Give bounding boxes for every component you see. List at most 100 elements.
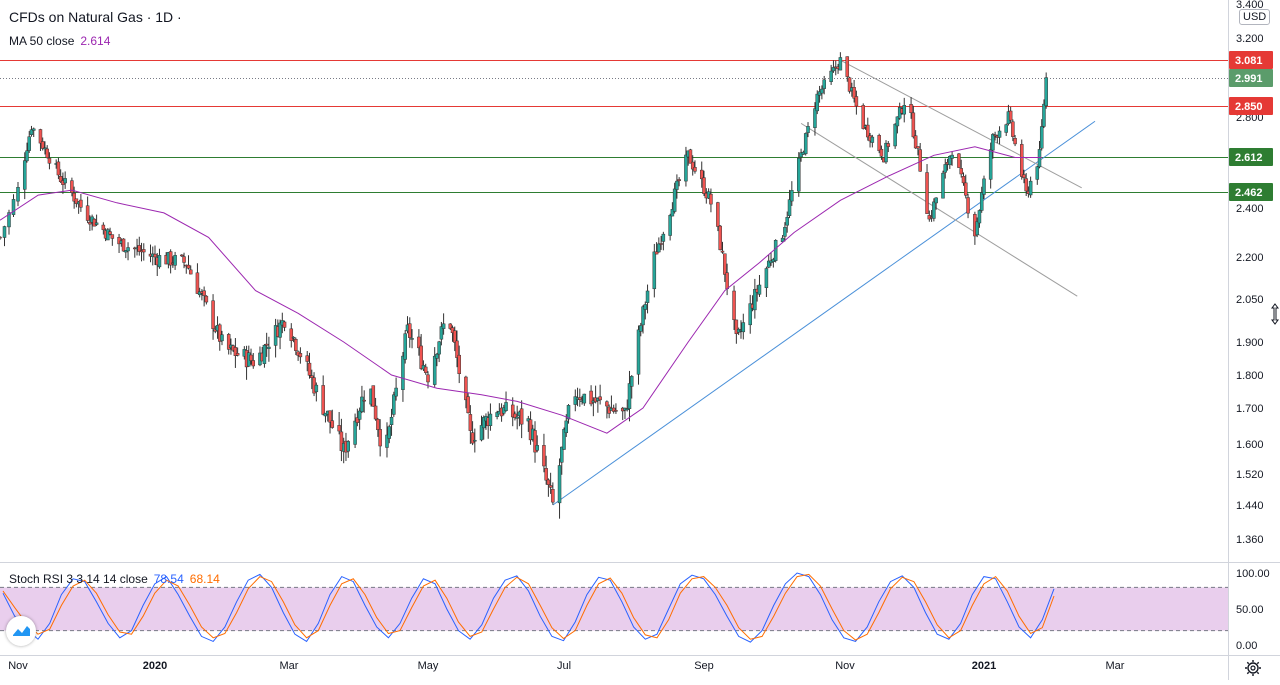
candle-body	[180, 254, 184, 257]
candle-30	[101, 222, 106, 235]
candle-329	[1044, 72, 1048, 109]
candle-body	[916, 146, 920, 149]
candle-body	[764, 268, 769, 288]
candle-63	[202, 286, 206, 307]
candle-body	[25, 150, 29, 162]
price-label-box	[1229, 97, 1273, 115]
gear-icon[interactable]	[1244, 659, 1262, 677]
candle-244	[773, 239, 778, 263]
candle-body	[773, 240, 778, 261]
candle-body	[797, 157, 801, 192]
candle-body	[439, 326, 444, 340]
candle-body	[693, 167, 697, 172]
candle-142	[453, 326, 457, 352]
candle-92	[294, 337, 298, 356]
candle-body	[360, 396, 364, 412]
candle-body	[426, 374, 430, 383]
trendline-channel-lower	[800, 122, 1078, 297]
candle-250	[797, 152, 801, 197]
candle-170	[542, 433, 546, 473]
candle-body	[551, 489, 555, 503]
candle-body	[909, 104, 913, 114]
candle-5	[22, 152, 27, 200]
candle-body	[47, 157, 52, 164]
candle-body	[959, 168, 963, 175]
candle-body	[902, 105, 906, 115]
candle-body	[560, 446, 564, 463]
candle-body	[63, 178, 67, 184]
candle-206	[654, 242, 659, 255]
candle-body	[629, 376, 634, 387]
candle-body	[627, 383, 632, 409]
candle-body	[820, 88, 824, 94]
candle-109	[346, 440, 350, 458]
candle-body	[504, 402, 508, 411]
price-tick-label: 3.200	[1236, 33, 1264, 45]
candle-body	[204, 295, 209, 303]
candles-group	[0, 52, 1048, 519]
candle-179	[566, 404, 571, 424]
candle-140	[448, 323, 453, 330]
candle-body	[385, 434, 389, 448]
tradingview-logo-icon[interactable]	[6, 616, 36, 646]
candle-168	[533, 421, 537, 463]
candle-body	[310, 375, 314, 378]
candle-body	[852, 87, 856, 99]
candle-143	[455, 330, 459, 368]
candle-body	[636, 329, 641, 375]
candle-68	[218, 323, 222, 351]
chart-title[interactable]: CFDs on Natural Gas · 1D ·	[9, 9, 182, 25]
candle-body	[718, 225, 722, 251]
candle-body	[787, 199, 792, 216]
candle-202	[641, 305, 645, 334]
candle-60	[195, 263, 200, 294]
candle-280	[893, 123, 897, 149]
candle-185	[589, 385, 593, 407]
candle-body	[817, 91, 822, 96]
candle-148	[470, 421, 475, 446]
stoch-d-value: 68.14	[189, 572, 220, 586]
candle-body	[785, 217, 789, 226]
candle-body	[186, 264, 191, 269]
candle-body	[22, 160, 27, 190]
candle-173	[548, 472, 553, 494]
candle-228	[723, 253, 727, 283]
candle-123	[392, 391, 396, 417]
candle-body	[291, 336, 296, 339]
candle-59	[188, 265, 193, 275]
candle-16	[56, 157, 61, 180]
stoch-rsi-tick-label: 0.00	[1236, 640, 1257, 652]
price-tick-label: 1.900	[1236, 337, 1264, 349]
candle-body	[589, 390, 593, 405]
candle-309	[982, 175, 986, 199]
stoch-rsi-legend[interactable]: Stoch RSI 3 3 14 14 close 78.54 68.14	[9, 572, 220, 586]
candle-body	[157, 255, 162, 268]
candle-201	[639, 322, 643, 337]
candle-26	[88, 215, 92, 231]
candle-body	[1011, 121, 1015, 137]
candle-204	[645, 284, 650, 314]
candle-body	[645, 290, 650, 303]
stoch-rsi-D-line	[2, 573, 1055, 641]
candle-290	[925, 164, 929, 214]
candle-body	[43, 147, 47, 150]
candle-42	[137, 236, 142, 256]
candle-body	[702, 177, 706, 194]
candle-body	[353, 420, 357, 445]
resize-handle-icon[interactable]	[1270, 302, 1280, 326]
candle-234	[741, 313, 746, 340]
candle-body	[466, 396, 470, 414]
candle-body	[866, 124, 870, 138]
candle-121	[387, 424, 392, 444]
candle-324	[1028, 176, 1033, 198]
candle-106	[339, 418, 344, 462]
candle-body	[168, 251, 173, 266]
candle-body	[403, 333, 407, 360]
candle-body	[110, 234, 115, 239]
candle-body	[371, 385, 376, 407]
ma-legend[interactable]: MA 50 close 2.614	[9, 34, 110, 48]
currency-badge[interactable]: USD	[1239, 9, 1271, 25]
candle-body	[829, 70, 833, 82]
